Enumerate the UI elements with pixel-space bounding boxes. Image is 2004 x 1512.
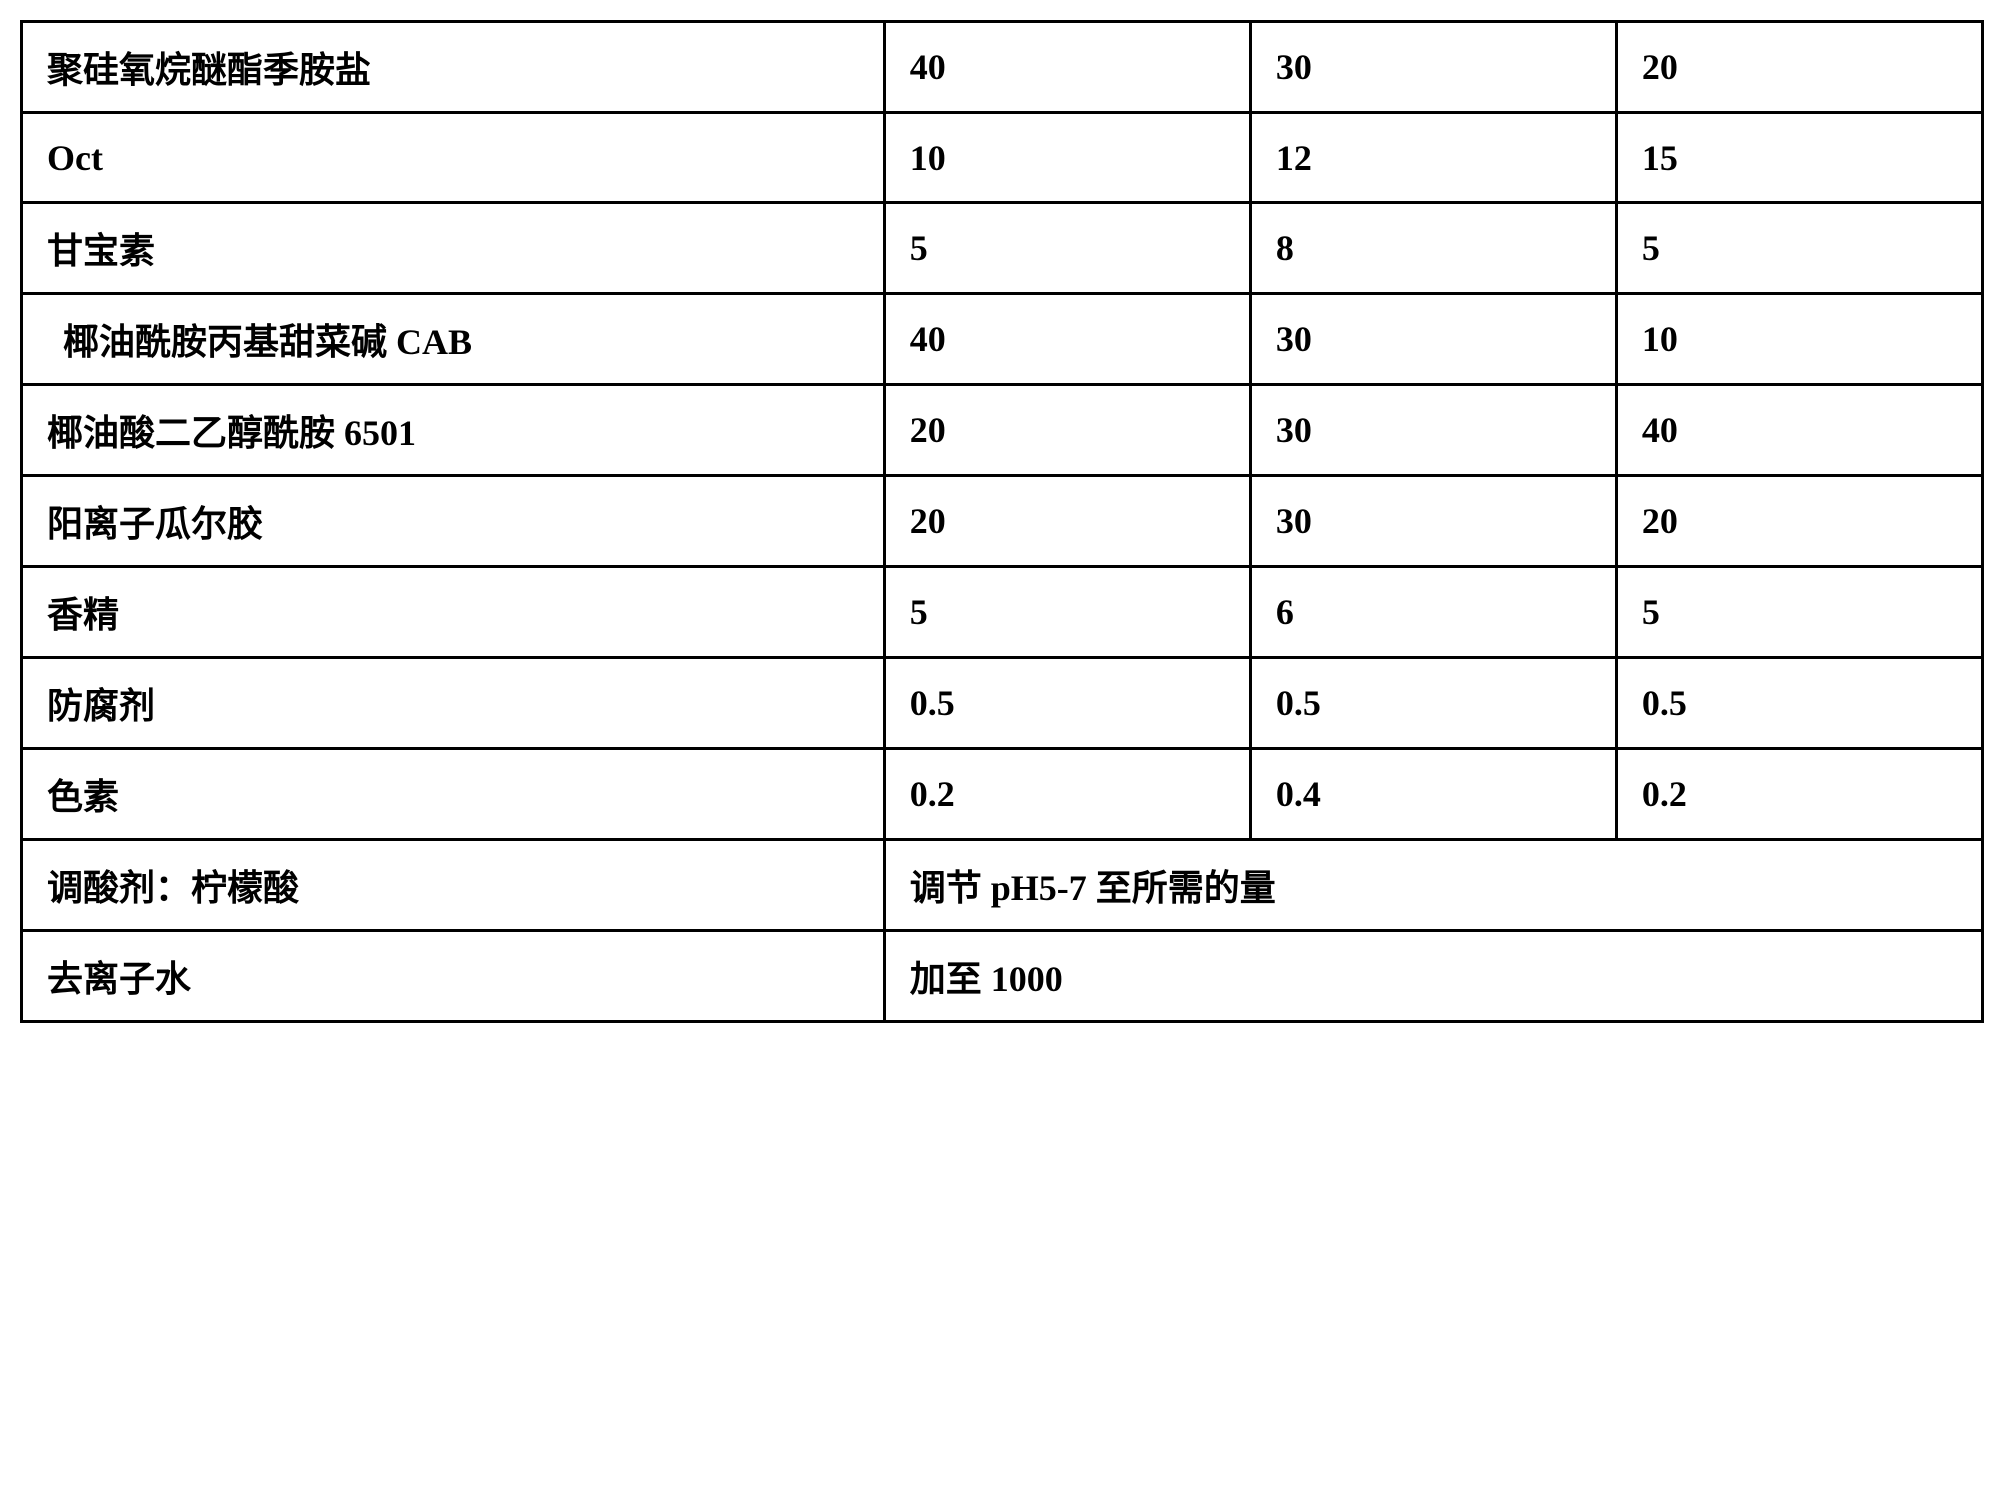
ingredient-merged-value: 调节 pH5-7 至所需的量 [884, 840, 1982, 931]
ingredient-value: 8 [1250, 203, 1616, 294]
table-body: 聚硅氧烷醚酯季胺盐 40 30 20 Oct 10 12 15 甘宝素 5 8 … [22, 22, 1983, 1022]
ingredient-value: 30 [1250, 385, 1616, 476]
ingredient-value: 0.5 [1616, 658, 1982, 749]
ingredient-value: 20 [1616, 476, 1982, 567]
ingredient-label: 防腐剂 [22, 658, 885, 749]
ingredient-label: 椰油酸二乙醇酰胺 6501 [22, 385, 885, 476]
ingredient-value: 30 [1250, 476, 1616, 567]
ingredient-value: 6 [1250, 567, 1616, 658]
ingredient-value: 20 [884, 476, 1250, 567]
ingredient-label: Oct [22, 113, 885, 203]
ingredient-value: 40 [884, 294, 1250, 385]
table-row: Oct 10 12 15 [22, 113, 1983, 203]
table-row: 色素 0.2 0.4 0.2 [22, 749, 1983, 840]
ingredient-value: 0.5 [884, 658, 1250, 749]
ingredient-value: 0.5 [1250, 658, 1616, 749]
ingredient-value: 10 [884, 113, 1250, 203]
table-row-merged: 去离子水 加至 1000 [22, 931, 1983, 1022]
table-row: 聚硅氧烷醚酯季胺盐 40 30 20 [22, 22, 1983, 113]
ingredient-value: 40 [884, 22, 1250, 113]
ingredient-value: 5 [884, 567, 1250, 658]
ingredient-label: 阳离子瓜尔胶 [22, 476, 885, 567]
ingredient-label: 香精 [22, 567, 885, 658]
ingredient-label: 去离子水 [22, 931, 885, 1022]
ingredient-label: 聚硅氧烷醚酯季胺盐 [22, 22, 885, 113]
ingredient-value: 10 [1616, 294, 1982, 385]
table-row: 阳离子瓜尔胶 20 30 20 [22, 476, 1983, 567]
ingredient-value: 40 [1616, 385, 1982, 476]
table-row-merged: 调酸剂：柠檬酸 调节 pH5-7 至所需的量 [22, 840, 1983, 931]
formulation-table-container: 聚硅氧烷醚酯季胺盐 40 30 20 Oct 10 12 15 甘宝素 5 8 … [20, 20, 1984, 1023]
table-row: 甘宝素 5 8 5 [22, 203, 1983, 294]
ingredient-value: 5 [1616, 203, 1982, 294]
table-row: 防腐剂 0.5 0.5 0.5 [22, 658, 1983, 749]
ingredient-label: 甘宝素 [22, 203, 885, 294]
ingredient-value: 30 [1250, 294, 1616, 385]
ingredient-label: 调酸剂：柠檬酸 [22, 840, 885, 931]
table-row: 椰油酰胺丙基甜菜碱 CAB 40 30 10 [22, 294, 1983, 385]
ingredient-value: 15 [1616, 113, 1982, 203]
ingredient-value: 12 [1250, 113, 1616, 203]
ingredient-merged-value: 加至 1000 [884, 931, 1982, 1022]
ingredient-value: 5 [884, 203, 1250, 294]
table-row: 椰油酸二乙醇酰胺 6501 20 30 40 [22, 385, 1983, 476]
ingredient-label: 色素 [22, 749, 885, 840]
ingredient-value: 0.2 [1616, 749, 1982, 840]
ingredient-value: 0.4 [1250, 749, 1616, 840]
ingredient-value: 30 [1250, 22, 1616, 113]
ingredient-value: 0.2 [884, 749, 1250, 840]
ingredient-value: 20 [884, 385, 1250, 476]
ingredient-label: 椰油酰胺丙基甜菜碱 CAB [22, 294, 885, 385]
table-row: 香精 5 6 5 [22, 567, 1983, 658]
ingredient-value: 20 [1616, 22, 1982, 113]
ingredient-value: 5 [1616, 567, 1982, 658]
formulation-table: 聚硅氧烷醚酯季胺盐 40 30 20 Oct 10 12 15 甘宝素 5 8 … [20, 20, 1984, 1023]
